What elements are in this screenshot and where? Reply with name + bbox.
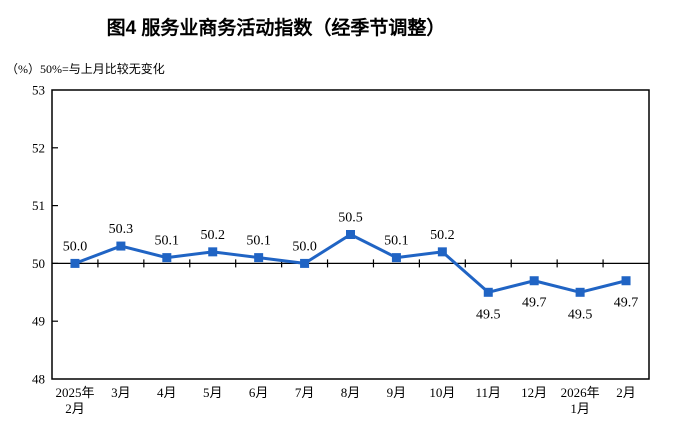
x-axis-label: 2025年 2月 bbox=[55, 385, 94, 416]
data-point-marker bbox=[254, 253, 264, 263]
y-axis-label: 53 bbox=[32, 83, 45, 98]
data-point-marker bbox=[483, 287, 493, 297]
x-axis-label: 6月 bbox=[249, 385, 269, 400]
y-axis-label: 48 bbox=[32, 372, 45, 387]
data-value-label: 49.7 bbox=[614, 296, 639, 311]
x-axis-label: 2026年 1月 bbox=[561, 385, 600, 416]
data-point-marker bbox=[529, 276, 539, 286]
data-point-marker bbox=[70, 258, 80, 268]
data-value-label: 49.5 bbox=[476, 307, 501, 322]
data-value-label: 50.2 bbox=[430, 228, 455, 243]
data-value-label: 50.1 bbox=[384, 234, 409, 249]
axis-unit-note: （%）50%=与上月比较无变化 bbox=[6, 62, 165, 76]
x-axis-label: 3月 bbox=[111, 385, 131, 400]
data-point-marker bbox=[575, 287, 585, 297]
data-value-label: 49.7 bbox=[522, 296, 547, 311]
x-axis-label: 11月 bbox=[476, 385, 502, 400]
x-axis-label: 10月 bbox=[429, 385, 455, 400]
y-axis-label: 49 bbox=[32, 314, 45, 329]
y-axis-label: 52 bbox=[32, 140, 45, 155]
x-axis-label: 8月 bbox=[341, 385, 361, 400]
data-value-label: 50.1 bbox=[246, 234, 271, 249]
data-value-label: 50.5 bbox=[338, 211, 363, 226]
x-axis-label: 9月 bbox=[387, 385, 407, 400]
data-value-label: 50.1 bbox=[155, 234, 180, 249]
data-point-marker bbox=[346, 230, 355, 239]
x-axis-label: 5月 bbox=[203, 385, 223, 400]
data-value-label: 50.2 bbox=[200, 228, 225, 243]
data-value-label: 50.0 bbox=[63, 239, 88, 254]
y-axis-label: 51 bbox=[32, 198, 45, 213]
plot-border bbox=[51, 89, 650, 380]
x-axis-label: 4月 bbox=[157, 385, 177, 400]
data-point-marker bbox=[162, 253, 172, 263]
chart-title: 图4 服务业商务活动指数（经季节调整） bbox=[106, 18, 446, 39]
data-point-marker bbox=[621, 276, 631, 286]
x-axis-label: 2月 bbox=[616, 385, 636, 400]
data-value-label: 50.0 bbox=[292, 239, 317, 254]
x-axis-label: 7月 bbox=[295, 385, 315, 400]
data-point-marker bbox=[116, 241, 126, 251]
data-value-label: 50.3 bbox=[109, 222, 134, 237]
data-point-marker bbox=[208, 247, 218, 257]
data-value-label: 49.5 bbox=[568, 307, 593, 322]
data-point-marker bbox=[437, 247, 447, 257]
data-point-marker bbox=[300, 258, 310, 268]
x-axis-label: 12月 bbox=[521, 385, 547, 400]
y-axis-label: 50 bbox=[32, 256, 45, 271]
data-point-marker bbox=[391, 253, 401, 263]
